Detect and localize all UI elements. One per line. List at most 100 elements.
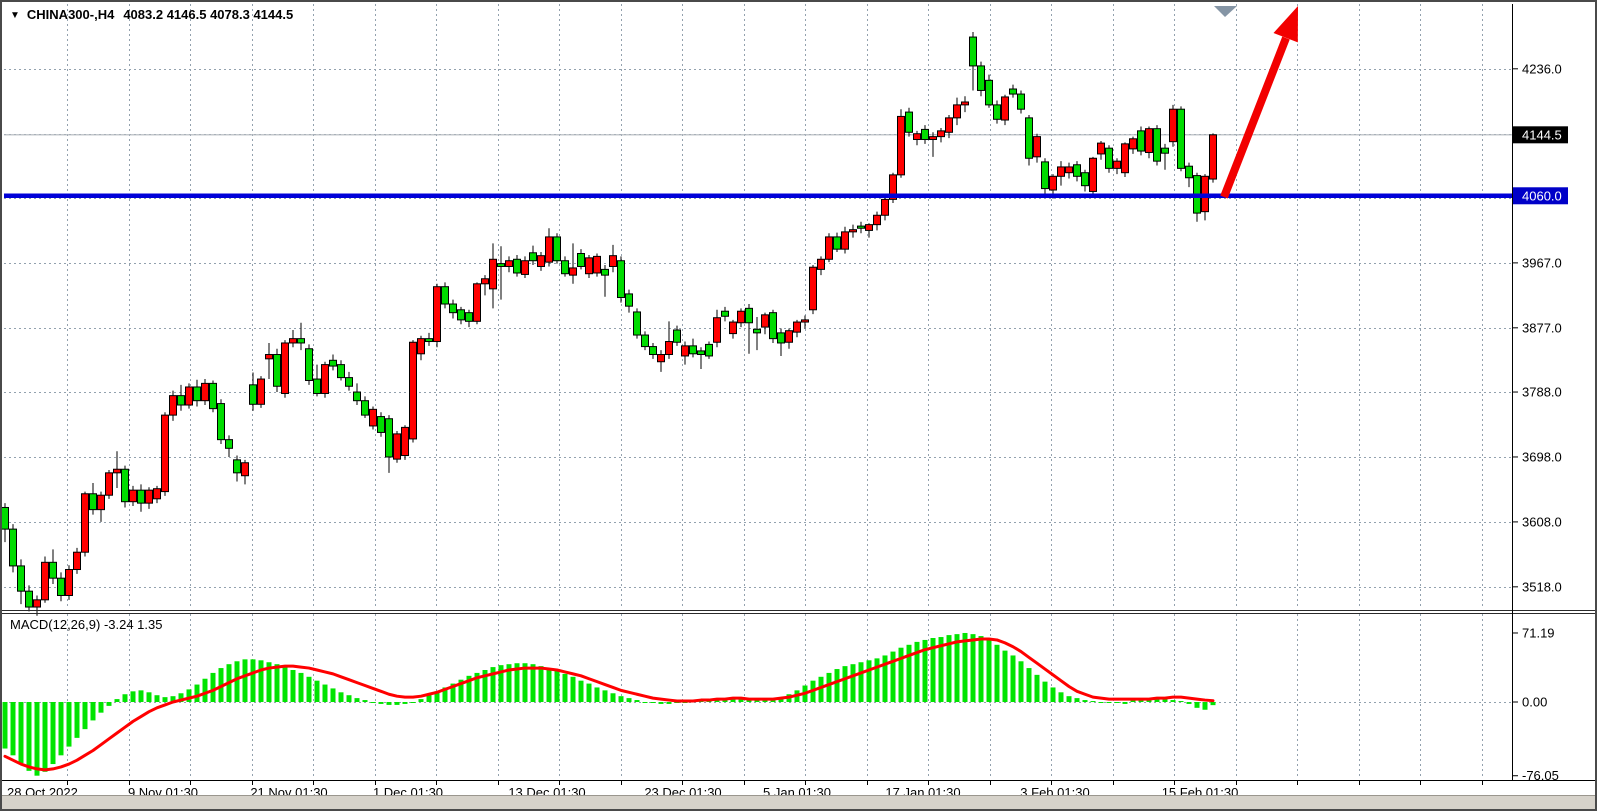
candle-body-bear <box>425 338 433 343</box>
macd-indicator-label: MACD(12,26,9) -3.24 1.35 <box>10 617 162 632</box>
candle-body-bear <box>513 258 521 274</box>
candle-body-bear <box>273 354 281 387</box>
macd-bar <box>154 695 160 702</box>
price-axis-label: 3698.0 <box>1522 449 1562 464</box>
candle-body-bull <box>417 338 425 355</box>
macd-bar <box>650 702 656 703</box>
candle-body-bull <box>129 489 137 503</box>
macd-bar <box>554 670 560 702</box>
macd-bar <box>1002 650 1008 702</box>
current-price-box <box>1513 126 1568 144</box>
candle-body-bull <box>145 489 153 504</box>
candle-body-bull <box>97 494 105 511</box>
candle-body-bear <box>769 312 777 340</box>
candle-body-bear <box>745 307 753 324</box>
macd-bar <box>1130 700 1136 702</box>
macd-bar <box>1106 702 1112 703</box>
macd-bar <box>338 692 344 702</box>
macd-bar <box>66 702 72 747</box>
macd-bar <box>954 634 960 702</box>
candle-body-bear <box>905 111 913 133</box>
candle-body-bull <box>825 236 833 260</box>
macd-bar <box>458 679 464 702</box>
candle-body-bull <box>913 133 921 141</box>
macd-histogram <box>2 632 1216 776</box>
candle-body-bear <box>2 506 9 530</box>
candle-body-bull <box>801 319 809 323</box>
candle-body-bull <box>33 599 41 608</box>
candle-body-bull <box>937 130 945 138</box>
macd-bar <box>746 700 752 702</box>
macd-bar <box>754 700 760 702</box>
candle-body-bear <box>673 329 681 343</box>
macd-bar <box>658 702 664 704</box>
macd-bar <box>634 700 640 702</box>
candle-body-bear <box>441 286 449 305</box>
macd-bar <box>826 672 832 702</box>
chart-shift-marker-icon[interactable] <box>1214 6 1237 17</box>
price-axis-label: 3877.0 <box>1522 320 1562 335</box>
macd-bar <box>818 676 824 702</box>
macd-bar <box>570 676 576 702</box>
macd-bar <box>98 702 104 713</box>
macd-bar <box>10 702 16 756</box>
symbol-dropdown-icon[interactable]: ▼ <box>10 10 20 21</box>
macd-bar <box>242 659 248 702</box>
price-axis-label: 4236.0 <box>1522 61 1562 76</box>
candle-body-bull <box>281 342 289 394</box>
support-price-label: 4060.0 <box>1522 188 1562 203</box>
macd-bar <box>258 660 264 702</box>
candle-body-bull <box>73 551 81 571</box>
candle-body-bear <box>833 236 841 250</box>
candle-body-bear <box>753 328 761 334</box>
candle-body-bear <box>233 459 241 474</box>
current-price-label: 4144.5 <box>1522 127 1562 142</box>
macd-bar <box>1018 661 1024 702</box>
candle-body-bear <box>977 65 985 91</box>
candle-body-bear <box>529 252 537 262</box>
candle-body-bear <box>625 293 633 307</box>
macd-bar <box>114 699 120 702</box>
macd-bar <box>858 662 864 702</box>
macd-bar <box>562 673 568 702</box>
macd-bar <box>1186 702 1192 704</box>
trend-arrow[interactable] <box>1220 6 1298 199</box>
macd-bar <box>386 702 392 705</box>
macd-bar <box>1122 702 1128 704</box>
macd-bar <box>450 683 456 702</box>
candle-body-bear <box>89 493 97 511</box>
candle-body-bear <box>345 377 353 387</box>
trend-arrow-shaft <box>1220 36 1290 199</box>
macd-bar <box>874 658 880 702</box>
candle-body-bull <box>817 258 825 270</box>
candle-body-bull <box>201 382 209 402</box>
macd-bar <box>586 683 592 702</box>
macd-bar <box>962 632 968 702</box>
macd-bar <box>50 702 56 765</box>
macd-bar <box>538 666 544 702</box>
candle-body-bull <box>105 472 113 496</box>
bottom-strip <box>2 795 1595 809</box>
candle-body-bull <box>737 310 745 324</box>
candles <box>2 32 1217 616</box>
macd-bar <box>266 662 272 702</box>
candle-body-bear <box>553 236 561 262</box>
macd-bar <box>186 689 192 702</box>
macd-signal-line <box>3 637 1215 772</box>
candle-body-bull <box>1145 128 1153 153</box>
macd-bar <box>506 664 512 702</box>
macd-bar <box>2 702 8 749</box>
candle-body-bull <box>681 345 689 357</box>
candle-body-bear <box>561 260 569 275</box>
macd-bar <box>1042 681 1048 702</box>
macd-bar <box>122 694 128 702</box>
macd-bar <box>34 702 40 776</box>
candle-body-bull <box>873 214 881 226</box>
macd-bar <box>370 702 376 703</box>
candle-body-bear <box>617 260 625 299</box>
candle-body-bull <box>793 321 801 333</box>
candle-body-bear <box>1153 128 1161 162</box>
macd-bar <box>250 659 256 702</box>
candle-body-bear <box>601 268 609 276</box>
